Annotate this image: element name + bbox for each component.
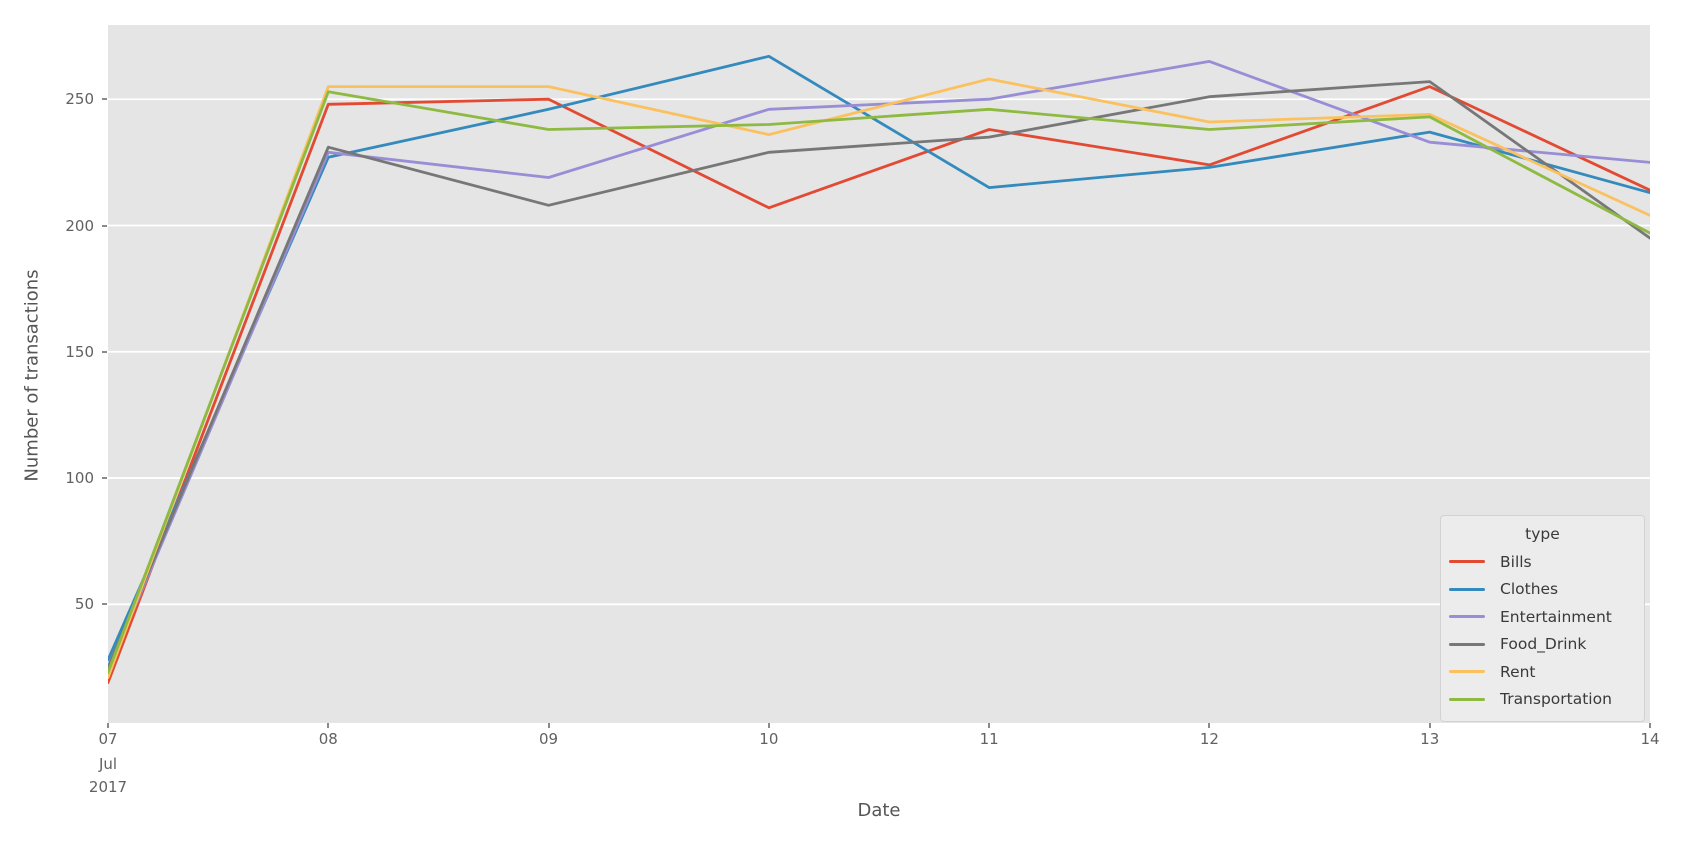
plot-area	[108, 25, 1650, 723]
series-line-transportation	[108, 90, 1650, 674]
series-line-bills	[108, 85, 1650, 684]
x-axis-title: Date	[857, 800, 901, 821]
legend-swatch	[1449, 697, 1485, 701]
y-tick-mark	[102, 477, 107, 480]
legend-item: Bills	[1449, 548, 1636, 576]
series-line-food_drink	[108, 80, 1650, 669]
legend-item-label: Clothes	[1500, 580, 1559, 599]
legend-item-label: Bills	[1500, 552, 1532, 571]
y-axis-title: Number of transactions	[21, 269, 43, 482]
legend-item-label: Entertainment	[1500, 607, 1612, 626]
legend-item-label: Rent	[1500, 662, 1536, 681]
x-tick-label: 09	[539, 730, 559, 748]
y-tick-label: 200	[65, 216, 94, 235]
y-tick-label: 50	[74, 595, 94, 614]
x-tick-label: 12	[1199, 730, 1219, 748]
legend: type Bills Clothes Entertainment Food_Drink…	[1440, 515, 1645, 722]
y-tick-mark	[102, 224, 107, 227]
legend-swatch	[1449, 670, 1485, 674]
legend-rows: Bills Clothes Entertainment Food_Drink Rent T…	[1449, 548, 1636, 713]
x-tick-label: 10	[759, 730, 779, 748]
legend-swatch	[1449, 642, 1485, 646]
y-tick-label: 100	[65, 469, 94, 488]
y-tick-mark	[102, 98, 107, 101]
x-tick-mark	[1649, 723, 1651, 728]
legend-swatch	[1449, 587, 1485, 591]
y-tick-label: 150	[65, 342, 94, 361]
series-line-clothes	[108, 54, 1650, 662]
legend-item: Clothes	[1449, 576, 1636, 604]
x-tick-label: 11	[979, 730, 999, 748]
x-axis-month-label: Jul	[98, 755, 118, 773]
x-tick-mark	[1208, 723, 1211, 728]
legend-title: type	[1525, 525, 1560, 543]
x-tick-label: 14	[1640, 730, 1660, 748]
x-tick-label: 08	[318, 730, 338, 748]
legend-swatch	[1449, 615, 1485, 619]
y-tick-label: 250	[65, 90, 94, 109]
y-tick-mark	[102, 350, 107, 353]
series-line-entertainment	[108, 60, 1650, 672]
y-tick-mark	[102, 603, 107, 606]
chart-canvas	[108, 54, 1650, 684]
legend-item: Entertainment	[1449, 603, 1636, 631]
x-tick-mark	[547, 723, 550, 728]
legend-item: Food_Drink	[1449, 631, 1636, 659]
legend-item-label: Transportation	[1500, 690, 1612, 709]
legend-item: Rent	[1449, 658, 1636, 686]
legend-item-label: Food_Drink	[1500, 635, 1587, 654]
x-axis-year-label: 2017	[88, 778, 128, 796]
x-tick-mark	[327, 723, 330, 728]
x-tick-mark	[1428, 723, 1431, 728]
legend-item: Transportation	[1449, 686, 1636, 714]
x-tick-mark	[767, 723, 770, 728]
x-tick-mark	[107, 723, 109, 728]
series-line-rent	[108, 77, 1650, 679]
x-tick-label: 13	[1420, 730, 1440, 748]
x-tick-label: 07	[98, 730, 118, 748]
legend-swatch	[1449, 560, 1485, 564]
x-tick-mark	[988, 723, 991, 728]
